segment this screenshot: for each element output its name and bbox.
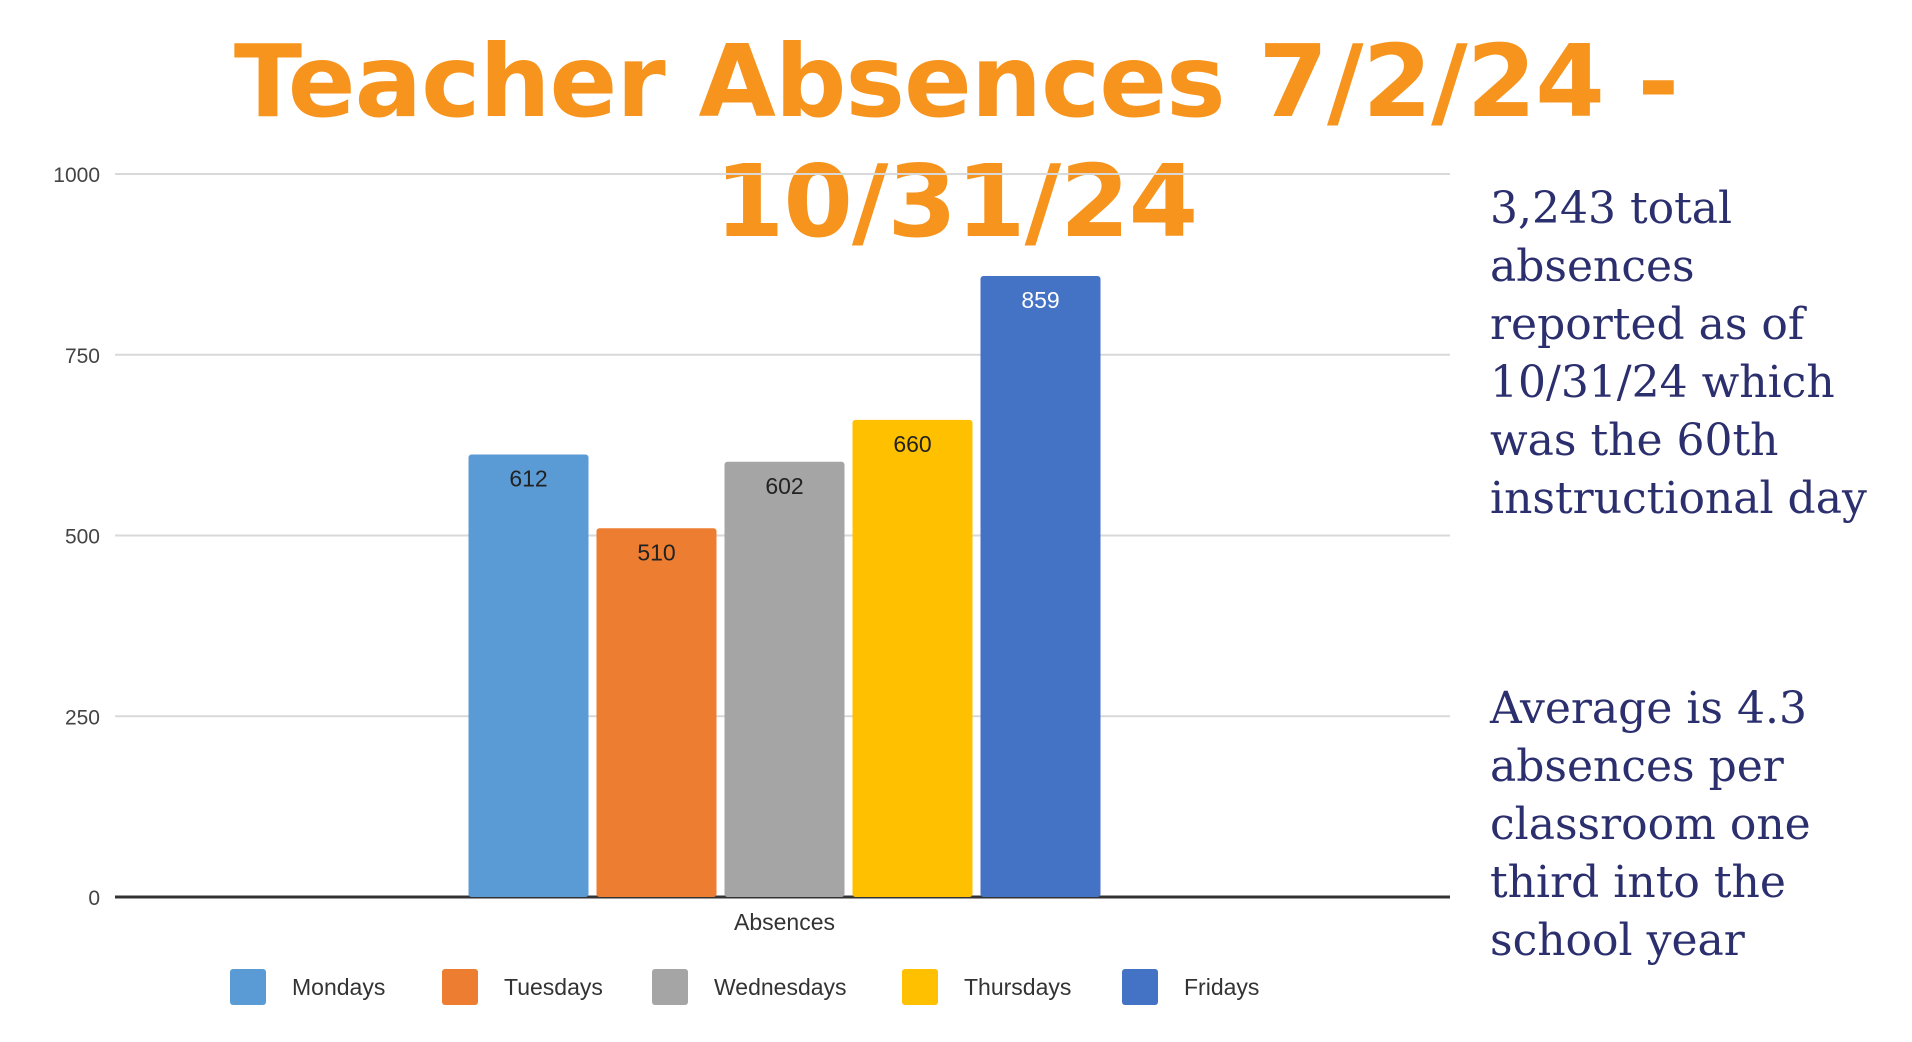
- bar-fridays: [980, 275, 1101, 897]
- legend-swatch-wednesdays: [652, 969, 688, 1005]
- bar-mondays: [468, 454, 589, 897]
- legend-swatch-thursdays: [902, 969, 938, 1005]
- y-tick-label: 750: [65, 345, 100, 368]
- data-label-wednesdays: 602: [765, 473, 803, 499]
- legend: Mondays Tuesdays Wednesdays Thursdays Friday…: [230, 969, 1259, 1005]
- data-label-mondays: 612: [509, 466, 547, 492]
- data-label-thursdays: 660: [893, 431, 931, 457]
- bar-tuesdays: [596, 528, 717, 897]
- y-tick-label: 250: [65, 706, 100, 729]
- legend-label-thursdays: Thursdays: [964, 974, 1071, 1000]
- total-absences-note: 3,243 total absences reported as of 10/3…: [1490, 183, 1867, 524]
- data-labels: 612 510 602 660 859: [509, 287, 1059, 565]
- legend-swatch-fridays: [1122, 969, 1158, 1005]
- data-label-fridays: 859: [1021, 287, 1059, 313]
- legend-swatch-tuesdays: [442, 969, 478, 1005]
- y-tick-labels: 0 250 500 750 1000: [53, 164, 100, 910]
- x-category-label: Absences: [734, 909, 835, 935]
- chart-title: Teacher Absences 7/2/24 - 10/31/24: [233, 23, 1679, 260]
- legend-swatch-mondays: [230, 969, 266, 1005]
- legend-label-wednesdays: Wednesdays: [714, 974, 847, 1000]
- legend-label-fridays: Fridays: [1184, 974, 1259, 1000]
- y-tick-label: 500: [65, 526, 100, 549]
- bar-wednesdays: [724, 461, 845, 897]
- bars: [468, 275, 1101, 897]
- average-absences-note: Average is 4.3 absences per classroom on…: [1490, 683, 1811, 966]
- y-tick-label: 1000: [53, 164, 100, 187]
- bar-thursdays: [852, 419, 973, 897]
- legend-label-tuesdays: Tuesdays: [504, 974, 603, 1000]
- legend-label-mondays: Mondays: [292, 974, 385, 1000]
- y-tick-label: 0: [88, 887, 100, 910]
- data-label-tuesdays: 510: [637, 539, 675, 565]
